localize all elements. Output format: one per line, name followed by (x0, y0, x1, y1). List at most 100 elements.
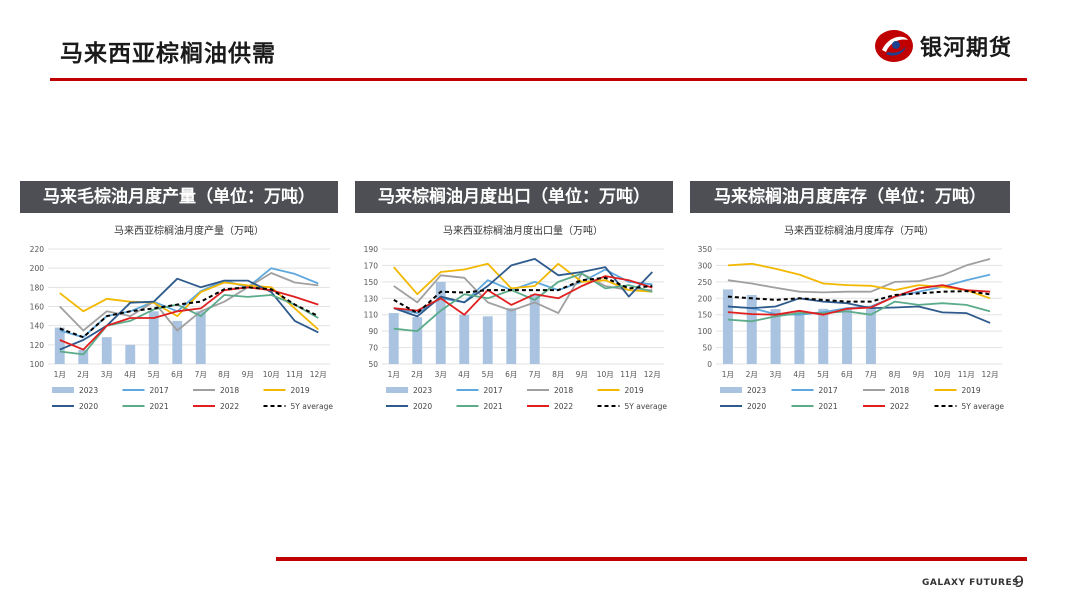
chart-title: 马来西亚棕榈油月度库存（万吨） (784, 224, 934, 237)
chart-title: 马来西亚棕榈油月度产量（万吨） (114, 224, 264, 237)
x-tick-label: 3月 (769, 370, 781, 379)
x-tick-label: 9月 (242, 370, 254, 379)
panel-header-production: 马来毛棕油月度产量（单位：万吨） (20, 181, 338, 213)
bar-2023 (459, 314, 470, 364)
bar-2023 (195, 311, 206, 364)
legend-label: 2021 (484, 402, 503, 411)
legend-label: 2018 (220, 386, 239, 395)
y-tick-label: 0 (707, 360, 712, 369)
bar-2023 (506, 308, 517, 364)
x-tick-label: 11月 (958, 370, 975, 379)
x-tick-label: 11月 (286, 370, 303, 379)
x-tick-label: 10月 (597, 370, 614, 379)
series-line-5y-average (59, 286, 319, 339)
legend-label: 2017 (484, 386, 503, 395)
y-tick-label: 250 (698, 278, 713, 287)
bar-2023 (482, 316, 493, 364)
bar-2023 (818, 308, 829, 364)
x-tick-label: 8月 (552, 370, 564, 379)
x-tick-label: 2月 (77, 370, 89, 379)
legend-label: 2020 (413, 402, 432, 411)
legend-label: 5Y average (962, 402, 1005, 411)
legend-label: 2020 (79, 402, 98, 411)
bar-2023 (54, 327, 65, 364)
y-tick-label: 140 (30, 322, 45, 331)
series-line-2021 (393, 272, 653, 332)
y-tick-label: 50 (702, 344, 712, 353)
series-line-2020 (727, 297, 991, 324)
x-tick-label: 4月 (793, 370, 805, 379)
x-tick-label: 1月 (388, 370, 400, 379)
bar-2023 (842, 308, 853, 364)
y-tick-label: 220 (30, 245, 45, 254)
bar-2023 (865, 307, 876, 364)
x-tick-label: 9月 (576, 370, 588, 379)
series-line-2018 (727, 258, 991, 294)
x-tick-label: 8月 (889, 370, 901, 379)
x-tick-label: 6月 (171, 370, 183, 379)
galaxy-futures-logo-icon (875, 30, 913, 62)
x-tick-label: 12月 (982, 370, 999, 379)
legend-label: 2017 (150, 386, 169, 395)
x-tick-label: 9月 (912, 370, 924, 379)
legend-label: 2019 (291, 386, 310, 395)
legend-label: 2018 (554, 386, 573, 395)
series-line-2019 (393, 262, 653, 296)
y-tick-label: 150 (364, 278, 379, 287)
bar-2023 (746, 295, 757, 364)
x-tick-label: 10月 (263, 370, 280, 379)
y-tick-label: 110 (364, 311, 379, 320)
chart-title: 马来西亚棕榈油月度出口量（万吨） (443, 224, 603, 237)
y-tick-label: 90 (368, 327, 378, 336)
bar-2023 (125, 344, 136, 364)
x-tick-label: 1月 (722, 370, 734, 379)
x-tick-label: 4月 (458, 370, 470, 379)
series-line-2022 (393, 275, 653, 316)
bar-2023 (529, 294, 540, 364)
legend-swatch (720, 387, 742, 393)
bar-2023 (172, 320, 183, 364)
legend-swatch (386, 387, 408, 393)
y-tick-label: 120 (30, 341, 45, 350)
bar-2023 (101, 337, 112, 364)
y-tick-label: 100 (698, 327, 713, 336)
legend-label: 5Y average (625, 402, 668, 411)
legend-label: 2017 (819, 386, 838, 395)
x-tick-label: 8月 (218, 370, 230, 379)
bar-2023 (148, 311, 159, 364)
x-tick-label: 7月 (529, 370, 541, 379)
bar-2023 (770, 309, 781, 364)
x-tick-label: 2月 (746, 370, 758, 379)
x-tick-label: 5月 (817, 370, 829, 379)
x-tick-label: 5月 (148, 370, 160, 379)
legend-label: 2021 (819, 402, 838, 411)
series-line-2018 (393, 272, 653, 314)
series-line-5y-average (393, 276, 653, 315)
y-tick-label: 190 (364, 245, 379, 254)
series-line-2022 (59, 286, 319, 351)
legend-label: 2022 (554, 402, 573, 411)
chart-exports: 马来西亚棕榈油月度出口量（万吨） 50 70 90 110 130 150 170 190 1月 2… (364, 224, 668, 411)
top-divider (50, 78, 1027, 81)
y-tick-label: 100 (30, 360, 45, 369)
company-logo: 银河期货 (874, 26, 1012, 66)
y-tick-label: 50 (368, 360, 378, 369)
panel-header-exports: 马来棕榈油月度出口（单位：万吨） (355, 181, 673, 213)
x-tick-label: 3月 (101, 370, 113, 379)
x-tick-label: 2月 (411, 370, 423, 379)
bar-2023 (388, 313, 399, 364)
x-tick-label: 12月 (644, 370, 661, 379)
series-line-2020 (59, 277, 319, 351)
bar-2023 (794, 311, 805, 364)
y-tick-label: 200 (30, 264, 45, 273)
bar-2023 (78, 349, 89, 364)
bar-2023 (435, 281, 446, 364)
legend-label: 5Y average (291, 402, 334, 411)
bar-2023 (722, 289, 733, 364)
bottom-divider (276, 557, 1027, 561)
x-tick-label: 3月 (435, 370, 447, 379)
x-tick-label: 6月 (841, 370, 853, 379)
legend-swatch (52, 387, 74, 393)
legend-label: 2022 (890, 402, 909, 411)
x-tick-label: 1月 (54, 370, 66, 379)
